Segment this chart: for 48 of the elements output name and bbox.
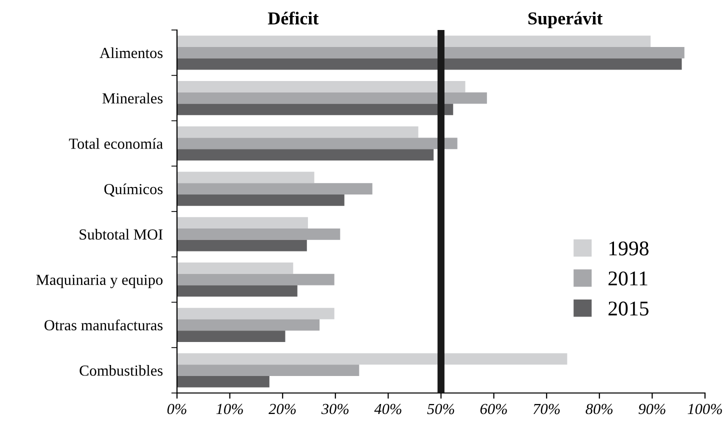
bar <box>177 364 360 376</box>
legend-label: 2015 <box>608 302 648 316</box>
y-tick-label: Químicos <box>104 183 163 197</box>
bar <box>177 149 434 160</box>
bar <box>177 47 684 58</box>
bar <box>177 58 682 70</box>
bar <box>177 274 334 286</box>
y-tick-label: Otras manufacturas <box>44 319 163 330</box>
bar <box>177 194 344 206</box>
text: Superávit <box>528 12 603 28</box>
x-tick-label: 70% <box>533 404 560 414</box>
bar <box>177 172 314 184</box>
y-tick-label: Subtotal MOI <box>80 228 163 240</box>
bar <box>177 81 466 92</box>
bar <box>177 285 298 297</box>
text: Déficit <box>268 12 319 25</box>
bar <box>177 228 340 240</box>
x-tick-label: 10% <box>216 404 243 414</box>
bar <box>177 376 270 388</box>
bar <box>177 240 307 252</box>
bar <box>177 330 286 342</box>
bar <box>177 308 334 320</box>
x-tick-label: 30% <box>321 404 349 414</box>
y-tick-label: Alimentos <box>100 47 163 58</box>
bar <box>177 319 320 331</box>
y-tick-label: Total economía <box>69 138 163 149</box>
x-tick-label: 50% <box>427 404 454 414</box>
y-tick-label: Minerales <box>102 92 163 104</box>
bar <box>177 92 487 104</box>
x-tick-label: 90% <box>638 404 666 414</box>
legend-label: 1998 <box>609 241 648 256</box>
x-tick-label: 80% <box>586 404 613 414</box>
y-tick-label: Combustibles <box>80 365 163 376</box>
legend-label: 2011 <box>608 271 648 286</box>
bar <box>177 353 568 365</box>
bar <box>177 217 308 229</box>
bar <box>177 36 651 48</box>
bar <box>177 126 418 138</box>
x-tick-label: 0% <box>167 404 186 414</box>
x-tick-label: 40% <box>374 404 402 414</box>
bar <box>177 262 294 274</box>
bar <box>177 104 454 116</box>
x-tick-label: 100% <box>688 404 722 414</box>
bar <box>177 183 372 194</box>
x-tick-label: 20% <box>268 404 296 414</box>
y-tick-label: Maquinaria y equipo <box>36 274 163 288</box>
x-tick-label: 60% <box>480 404 507 414</box>
bar <box>177 138 458 150</box>
